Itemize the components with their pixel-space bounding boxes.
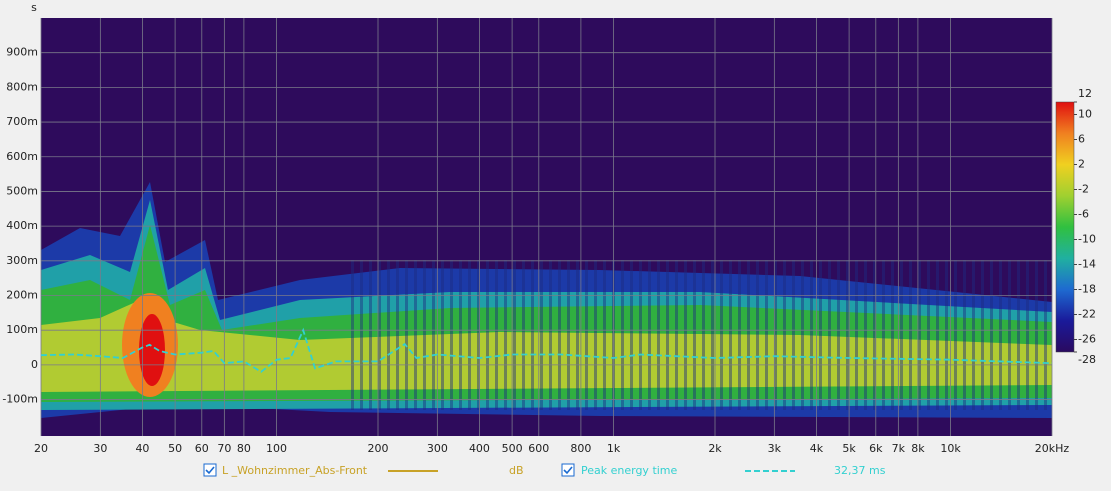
colorbar-label: -26 bbox=[1078, 333, 1096, 346]
x-tick-label: 6k bbox=[869, 442, 883, 455]
y-tick-label: 500m bbox=[6, 184, 38, 197]
x-tick-label: 1k bbox=[607, 442, 621, 455]
x-tick-label: 80 bbox=[237, 442, 251, 455]
x-tick-label: 40 bbox=[135, 442, 149, 455]
x-tick-label: 8k bbox=[911, 442, 925, 455]
x-tick-label: 50 bbox=[168, 442, 182, 455]
checkbox[interactable] bbox=[561, 463, 575, 477]
legend-readout: 32,37 ms bbox=[834, 464, 886, 477]
x-tick-label: 10k bbox=[940, 442, 961, 455]
colorbar bbox=[1055, 101, 1075, 353]
x-tick-label: 7k bbox=[892, 442, 906, 455]
x-tick-label: 20 bbox=[34, 442, 48, 455]
y-tick-label: 300m bbox=[6, 254, 38, 267]
y-tick-label: 100m bbox=[6, 323, 38, 336]
x-tick-label: 60 bbox=[195, 442, 209, 455]
y-tick-label: 800m bbox=[6, 80, 38, 93]
x-tick-label: 800 bbox=[570, 442, 591, 455]
x-tick-label: 600 bbox=[528, 442, 549, 455]
x-tick-label: 70 bbox=[217, 442, 231, 455]
colorbar-label: 12 bbox=[1078, 87, 1092, 100]
x-tick-label: 3k bbox=[768, 442, 782, 455]
y-tick-label: -100m bbox=[2, 393, 38, 406]
colorbar-label: -6 bbox=[1078, 208, 1089, 221]
colorbar-label: -10 bbox=[1078, 233, 1096, 246]
spectrogram bbox=[41, 182, 1052, 418]
x-tick-label: 30 bbox=[93, 442, 107, 455]
y-tick-label: 200m bbox=[6, 289, 38, 302]
x-tick-label: 20kHz bbox=[1035, 442, 1070, 455]
legend-label: Peak energy time bbox=[581, 464, 678, 477]
y-unit: s bbox=[31, 1, 37, 14]
colorbar-label: -14 bbox=[1078, 258, 1096, 271]
y-tick-label: 900m bbox=[6, 46, 38, 59]
legend-unit: dB bbox=[509, 464, 524, 477]
legend-label: L _Wohnzimmer_Abs-Front bbox=[222, 464, 368, 477]
y-tick-label: 400m bbox=[6, 219, 38, 232]
y-tick-label: 600m bbox=[6, 150, 38, 163]
colorbar-label: -28 bbox=[1078, 353, 1096, 366]
peak-line bbox=[40, 327, 1053, 373]
x-tick-label: 4k bbox=[810, 442, 824, 455]
x-tick-label: 100 bbox=[266, 442, 287, 455]
colorbar-label: -22 bbox=[1078, 308, 1096, 321]
x-tick-label: 5k bbox=[842, 442, 856, 455]
x-tick-label: 500 bbox=[502, 442, 523, 455]
y-tick-label: 0 bbox=[31, 358, 38, 371]
checkbox[interactable] bbox=[203, 463, 217, 477]
x-tick-label: 400 bbox=[469, 442, 490, 455]
colorbar-label: 6 bbox=[1078, 133, 1085, 146]
colorbar-label: -2 bbox=[1078, 183, 1089, 196]
x-tick-label: 200 bbox=[368, 442, 389, 455]
colorbar-label: 10 bbox=[1078, 108, 1092, 121]
colorbar-label: 2 bbox=[1078, 158, 1085, 171]
colorbar-label: -18 bbox=[1078, 283, 1096, 296]
y-tick-label: 700m bbox=[6, 115, 38, 128]
x-tick-label: 300 bbox=[427, 442, 448, 455]
x-tick-label: 2k bbox=[708, 442, 722, 455]
